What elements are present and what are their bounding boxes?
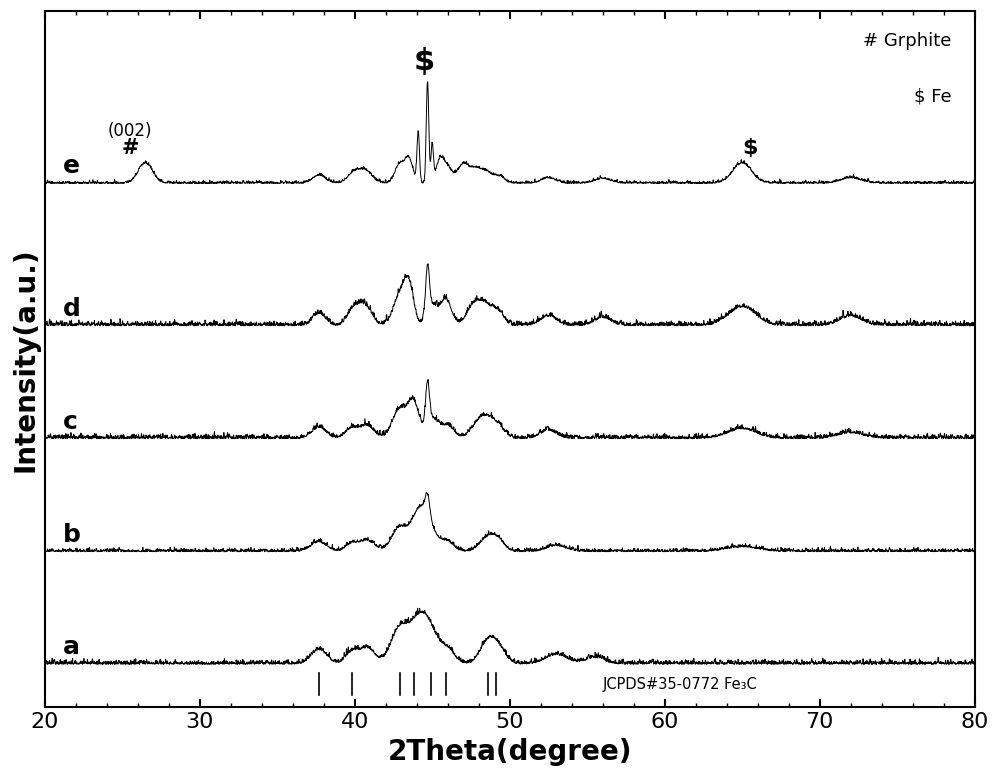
Text: d: d [63,297,81,321]
Text: $ Fe: $ Fe [914,88,951,106]
X-axis label: 2Theta(degree): 2Theta(degree) [387,738,632,766]
Text: a: a [63,636,80,660]
Y-axis label: Intensity(a.u.): Intensity(a.u.) [11,247,39,472]
Text: JCPDS#35-0772 Fe₃C: JCPDS#35-0772 Fe₃C [603,678,757,692]
Text: $: $ [742,138,758,159]
Text: # Grphite: # Grphite [863,32,951,50]
Text: c: c [63,409,78,434]
Text: $: $ [414,47,435,76]
Text: b: b [63,522,81,546]
Text: e: e [63,154,80,178]
Text: #: # [121,138,139,158]
Text: (002): (002) [108,122,152,140]
